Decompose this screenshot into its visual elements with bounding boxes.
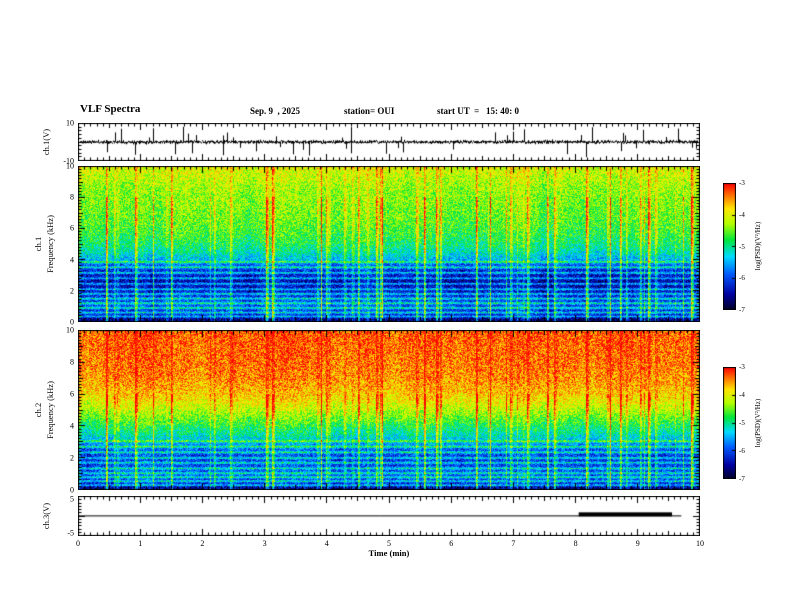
x-tick-label: 10 xyxy=(696,539,704,548)
colorbar-tick-label: -3 xyxy=(739,179,745,187)
date-label: Sep. 9 , 2025 xyxy=(250,106,301,116)
x-tick-label: 6 xyxy=(449,539,454,548)
ch1-waveform-canvas xyxy=(78,123,700,161)
x-tick-label: 8 xyxy=(573,539,578,548)
station-label: station= OUI xyxy=(344,106,395,116)
ch2-frequency-tick-label: 0 xyxy=(70,485,74,495)
x-tick-label: 0 xyxy=(76,539,80,548)
x-tick-label: 1 xyxy=(138,539,143,548)
ch2-spectrogram-axis-label-frequency: Frequency (kHz) xyxy=(45,381,55,439)
colorbar-tick-label: -7 xyxy=(739,475,745,483)
ch1-frequency-tick-label: 10 xyxy=(66,161,74,171)
ch2-frequency-tick-label: 4 xyxy=(70,421,74,431)
colorbar-tick-label: -4 xyxy=(739,391,745,399)
colorbar-tick-label: -4 xyxy=(739,210,745,219)
ch1-voltage-axis-label: ch.1(V) xyxy=(41,128,51,156)
ch2-frequency-tick-label: 6 xyxy=(70,389,74,399)
x-tick-label: 3 xyxy=(262,539,267,548)
colorbar-ch2-label: log(PSD)(V²/Hz) xyxy=(754,398,762,448)
ch1-voltage-tick-label: 10 xyxy=(66,118,74,128)
ch1-frequency-tick-label: 2 xyxy=(70,286,74,296)
ch2-frequency-tick-label: 2 xyxy=(70,453,74,463)
colorbar-tick-label: -5 xyxy=(739,419,745,427)
ch2-frequency-tick-label: 8 xyxy=(70,357,74,367)
x-tick-label: 7 xyxy=(511,539,516,548)
colorbar-ch1 xyxy=(723,183,736,310)
colorbar-tick-label: -7 xyxy=(739,306,745,314)
x-tick-label: 9 xyxy=(635,539,640,548)
ch3-voltage-tick-label: -5 xyxy=(67,528,74,538)
ch3-voltage-axis-label: ch.3(V) xyxy=(41,502,51,530)
ch1-frequency-tick-label: 0 xyxy=(70,317,74,327)
ch1-spectrogram-canvas xyxy=(78,166,700,322)
start-ut-label: start UT = 15: 40: 0 xyxy=(437,106,519,116)
ch1-frequency-tick-label: 8 xyxy=(70,192,74,202)
ch3-level-canvas xyxy=(78,496,700,536)
ch1-spectrogram-axis-label-channel: ch.1 xyxy=(33,236,43,252)
ch2-frequency-tick-label: 10 xyxy=(66,325,74,335)
ch2-spectrogram-canvas xyxy=(78,330,700,490)
colorbar-tick-label: -6 xyxy=(739,447,745,455)
ch2-spectrogram-axis-label-channel: ch.2 xyxy=(33,402,43,418)
x-tick-label: 2 xyxy=(200,539,205,548)
x-tick-label: 4 xyxy=(324,539,329,548)
ch1-voltage-tick-label: -10 xyxy=(63,156,74,166)
ch1-frequency-tick-label: 4 xyxy=(70,255,74,265)
ch3-voltage-tick-label: 5 xyxy=(70,494,74,504)
colorbar-ch1-label: log(PSD)(V²/Hz) xyxy=(754,221,762,271)
ch1-spectrogram-axis-label-frequency: Frequency (kHz) xyxy=(45,215,55,273)
figure-title: VLF Spectra xyxy=(80,103,141,115)
colorbar-ch2 xyxy=(723,367,736,479)
x-axis-title: Time (min) xyxy=(368,548,410,558)
colorbar-tick-label: -6 xyxy=(739,274,745,283)
colorbar-tick-label: -3 xyxy=(739,363,745,371)
ch1-frequency-tick-label: 6 xyxy=(70,223,74,233)
colorbar-tick-label: -5 xyxy=(739,242,745,251)
x-tick-label: 5 xyxy=(387,539,391,548)
